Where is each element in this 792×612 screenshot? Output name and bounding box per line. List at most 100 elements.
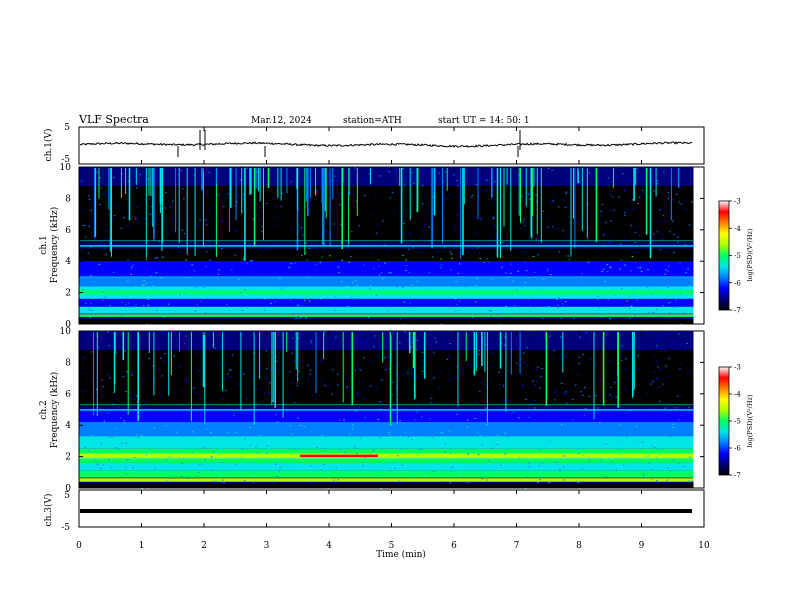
spectrogram-speckle	[236, 201, 238, 203]
spectrogram-speckle	[82, 289, 84, 290]
spectrogram-speckle	[348, 261, 350, 263]
spectrogram-speckle	[261, 231, 263, 233]
spectrogram-speckle	[441, 481, 444, 483]
spectrogram-speckle	[402, 287, 404, 288]
spectrogram-speckle	[575, 335, 578, 336]
spectrogram-speckle	[548, 217, 550, 219]
x-axis-ticks: 0 1 2 3 4 5 6 7 8 9 10	[76, 127, 710, 551]
spectrogram-speckle	[198, 471, 200, 473]
spectrogram-speckle	[127, 302, 130, 304]
spectrogram-speckle	[93, 422, 95, 424]
spectrogram-speckle	[202, 287, 205, 289]
spectrogram-speckle	[217, 231, 219, 233]
spectrogram-speckle	[537, 366, 539, 368]
spectrogram-speckle	[403, 223, 405, 224]
spectrogram-speckle	[401, 464, 404, 466]
spectrogram-speckle	[483, 261, 485, 263]
spectrogram-speckle	[631, 256, 634, 257]
spectrogram-speckle	[182, 458, 184, 460]
spectrogram-speckle	[510, 263, 513, 265]
spectrogram-speckle	[458, 300, 461, 302]
spectrogram-speckle	[471, 248, 474, 250]
spectrogram-speckle	[331, 294, 334, 296]
spectrogram-speckle	[538, 465, 541, 467]
spectrogram-speckle	[476, 205, 478, 207]
spectrogram-speckle	[504, 336, 506, 338]
spectrogram-speckle	[148, 358, 150, 360]
spectrogram-speckle	[535, 369, 537, 371]
spectrogram-speckle	[602, 168, 605, 170]
spectrogram-speckle	[240, 292, 242, 294]
spectrogram-speckle	[470, 196, 473, 198]
spectrogram-speckle	[566, 402, 568, 404]
y-tick-label: 10	[60, 163, 72, 173]
spectrogram-speckle	[203, 447, 206, 449]
spectrogram-speckle	[108, 459, 110, 461]
spectrogram-speckle	[540, 280, 543, 282]
spectrogram-speckle	[561, 422, 564, 424]
spectrogram-speckle	[496, 444, 498, 445]
spectrogram-speckle	[664, 273, 666, 275]
spectrogram-speckle	[159, 357, 162, 359]
spectrogram-speckle	[281, 192, 284, 194]
spectrogram-speckle	[584, 386, 586, 388]
spectrogram-speckle	[348, 305, 350, 307]
spectrogram-speckle	[678, 201, 681, 203]
spectrogram-speckle	[407, 436, 410, 438]
spectrogram-speckle	[486, 190, 489, 192]
spectrogram-speckle	[585, 246, 587, 248]
spectrogram-speckle	[688, 285, 691, 287]
spectrogram-speckle	[335, 467, 337, 469]
spectrogram-speckle	[475, 284, 478, 286]
spectrogram-speckle	[324, 385, 326, 387]
spectrogram-speckle	[125, 391, 127, 393]
spectrogram-speckle	[333, 335, 335, 337]
spectrogram-speckle	[399, 310, 402, 312]
spectrogram-speckle	[304, 296, 306, 298]
spectrogram-speckle	[352, 396, 355, 398]
spectrogram-speckle	[303, 426, 306, 428]
spectrogram-speckle	[405, 265, 408, 267]
spectrogram-speckle	[492, 218, 495, 219]
spectrogram-speckle	[356, 284, 358, 286]
spectrogram-speckle	[425, 218, 427, 220]
x-tick-label: 1	[139, 541, 145, 551]
spectrogram-speckle	[442, 463, 444, 465]
spectrogram-speckle	[104, 296, 106, 298]
spectrogram-speckle	[456, 460, 458, 462]
spectrogram-speckle	[375, 196, 377, 198]
spectrogram-speckle	[658, 316, 661, 318]
spectrogram-band	[79, 290, 694, 295]
spectrogram-speckle	[609, 360, 611, 362]
spectrogram-speckle	[362, 388, 364, 390]
spectrogram-speckle	[657, 337, 659, 339]
spectrogram-speckle	[357, 392, 359, 394]
spectrogram-speckle	[256, 214, 258, 216]
spectrogram-speckle	[305, 242, 307, 244]
spectrogram-speckle	[391, 191, 394, 193]
spectrogram-speckle	[193, 344, 196, 346]
spectrogram-speckle	[619, 453, 621, 455]
spectrogram-speckle	[216, 285, 218, 286]
spectrogram-speckle	[554, 399, 556, 401]
spectrogram-speckle	[184, 379, 186, 381]
spectrogram-speckle	[357, 364, 359, 366]
colorbar-tick-label: -7	[734, 307, 741, 315]
spectrogram-speckle	[392, 407, 394, 409]
spectrogram-speckle	[620, 359, 623, 361]
spectrogram-speckle	[114, 447, 117, 449]
spectrogram-speckle	[504, 172, 506, 174]
spectrogram-speckle	[382, 220, 384, 222]
spectrogram-speckle	[448, 477, 451, 479]
spectrogram-speckle	[132, 264, 135, 266]
spectrogram-speckle	[492, 352, 494, 354]
spectrogram-speckle	[668, 312, 671, 314]
spectrogram-speckle	[420, 237, 423, 239]
spectrogram-speckle	[270, 303, 272, 305]
spectrogram-speckle	[346, 386, 348, 388]
spectrogram-speckle	[130, 372, 133, 374]
spectrogram-speckle	[252, 482, 255, 484]
spectrogram-speckle	[623, 239, 625, 241]
spectrogram-speckle	[278, 424, 280, 426]
